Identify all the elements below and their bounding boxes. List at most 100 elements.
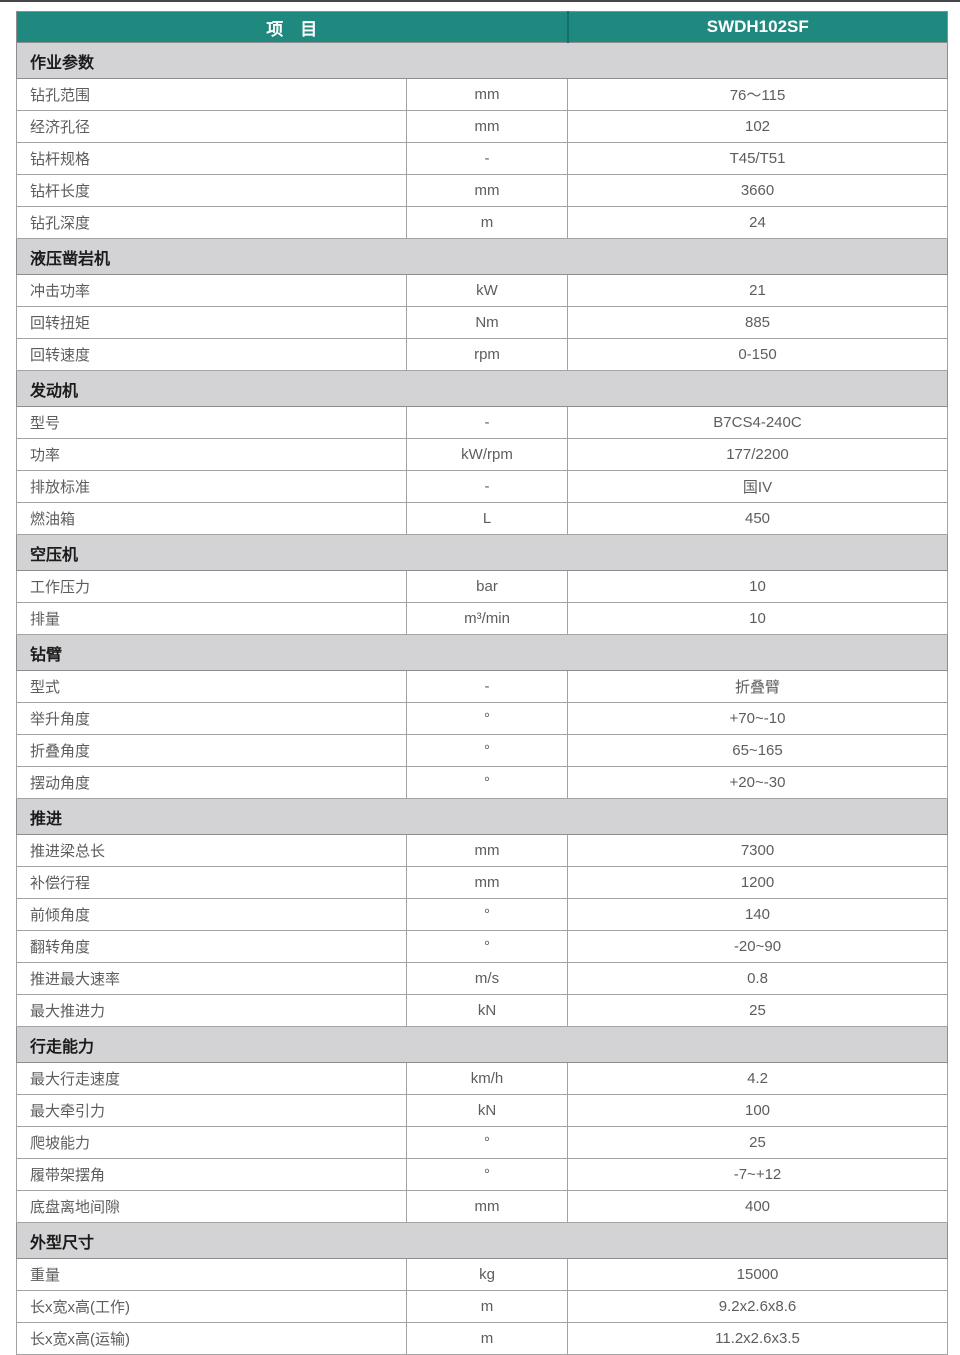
spec-value-cell: 10 <box>567 602 948 635</box>
spec-value-cell: -7~+12 <box>567 1158 948 1191</box>
spec-unit-cell: m <box>406 206 568 239</box>
spec-value-cell: 25 <box>567 994 948 1027</box>
section-row: 空压机 <box>16 534 948 571</box>
spec-name-cell: 工作压力 <box>16 570 407 603</box>
spec-row: 推进梁总长 mm 7300 <box>16 834 948 867</box>
spec-row: 长x宽x高(运输) m 11.2x2.6x3.5 <box>16 1322 948 1355</box>
spec-unit-cell: m³/min <box>406 602 568 635</box>
spec-name-cell: 型号 <box>16 406 407 439</box>
spec-row: 推进最大速率 m/s 0.8 <box>16 962 948 995</box>
spec-name-cell: 最大牵引力 <box>16 1094 407 1127</box>
spec-name-cell: 钻杆规格 <box>16 142 407 175</box>
spec-value-cell: +70~-10 <box>567 702 948 735</box>
spec-name-cell: 折叠角度 <box>16 734 407 767</box>
spec-unit-cell: kN <box>406 994 568 1027</box>
spec-name-cell: 型式 <box>16 670 407 703</box>
spec-unit-cell: kW <box>406 274 568 307</box>
spec-row: 排量 m³/min 10 <box>16 602 948 635</box>
spec-name-cell: 补偿行程 <box>16 866 407 899</box>
spec-value-cell: B7CS4-240C <box>567 406 948 439</box>
spec-unit-cell: km/h <box>406 1062 568 1095</box>
spec-row: 回转速度 rpm 0-150 <box>16 338 948 371</box>
spec-unit-cell: - <box>406 406 568 439</box>
section-row: 液压凿岩机 <box>16 238 948 275</box>
spec-value-cell: 国IV <box>567 470 948 503</box>
spec-value-cell: 24 <box>567 206 948 239</box>
spec-name-cell: 摆动角度 <box>16 766 407 799</box>
section-title: 作业参数 <box>16 42 948 79</box>
spec-unit-cell: ° <box>406 766 568 799</box>
spec-unit-cell: mm <box>406 174 568 207</box>
spec-unit-cell: L <box>406 502 568 535</box>
spec-table-body: 作业参数 钻孔范围 mm 76～115 经济孔径 mm 102 钻杆规格 - T45/T51 钻杆长… <box>16 42 948 1355</box>
section-title: 发动机 <box>16 370 948 407</box>
spec-value-cell: 0.8 <box>567 962 948 995</box>
spec-row: 最大牵引力 kN 100 <box>16 1094 948 1127</box>
spec-unit-cell: m <box>406 1290 568 1323</box>
spec-value-cell: 10 <box>567 570 948 603</box>
section-title: 液压凿岩机 <box>16 238 948 275</box>
spec-value-cell: 400 <box>567 1190 948 1223</box>
spec-value-cell: 21 <box>567 274 948 307</box>
table-header-model: SWDH102SF <box>566 11 948 43</box>
spec-row: 钻孔深度 m 24 <box>16 206 948 239</box>
spec-row: 燃油箱 L 450 <box>16 502 948 535</box>
spec-value-cell: 15000 <box>567 1258 948 1291</box>
spec-value-cell: 177/2200 <box>567 438 948 471</box>
section-title: 外型尺寸 <box>16 1222 948 1259</box>
spec-row: 翻转角度 ° -20~90 <box>16 930 948 963</box>
spec-name-cell: 最大行走速度 <box>16 1062 407 1095</box>
spec-unit-cell: mm <box>406 1190 568 1223</box>
spec-value-cell: 折叠臂 <box>567 670 948 703</box>
spec-row: 钻杆规格 - T45/T51 <box>16 142 948 175</box>
spec-value-cell: 76～115 <box>567 78 948 111</box>
spec-unit-cell: ° <box>406 1158 568 1191</box>
spec-row: 举升角度 ° +70~-10 <box>16 702 948 735</box>
spec-name-cell: 功率 <box>16 438 407 471</box>
spec-value-cell: 65~165 <box>567 734 948 767</box>
spec-name-cell: 钻杆长度 <box>16 174 407 207</box>
spec-name-cell: 爬坡能力 <box>16 1126 407 1159</box>
spec-name-cell: 翻转角度 <box>16 930 407 963</box>
spec-row: 长x宽x高(工作) m 9.2x2.6x8.6 <box>16 1290 948 1323</box>
section-row: 推进 <box>16 798 948 835</box>
top-edge-line <box>0 0 960 2</box>
spec-name-cell: 履带架摆角 <box>16 1158 407 1191</box>
section-title: 推进 <box>16 798 948 835</box>
spec-row: 补偿行程 mm 1200 <box>16 866 948 899</box>
spec-value-cell: 102 <box>567 110 948 143</box>
spec-name-cell: 举升角度 <box>16 702 407 735</box>
spec-unit-cell: - <box>406 470 568 503</box>
table-header-item: 项 目 <box>16 11 568 43</box>
spec-unit-cell: mm <box>406 110 568 143</box>
spec-name-cell: 钻孔深度 <box>16 206 407 239</box>
spec-row: 钻孔范围 mm 76～115 <box>16 78 948 111</box>
spec-value-cell: 100 <box>567 1094 948 1127</box>
spec-value-cell: 140 <box>567 898 948 931</box>
spec-value-cell: 450 <box>567 502 948 535</box>
spec-name-cell: 最大推进力 <box>16 994 407 1027</box>
spec-unit-cell: mm <box>406 866 568 899</box>
section-row: 行走能力 <box>16 1026 948 1063</box>
spec-row: 工作压力 bar 10 <box>16 570 948 603</box>
spec-value-cell: +20~-30 <box>567 766 948 799</box>
spec-unit-cell: kW/rpm <box>406 438 568 471</box>
spec-value-cell: 9.2x2.6x8.6 <box>567 1290 948 1323</box>
spec-row: 摆动角度 ° +20~-30 <box>16 766 948 799</box>
spec-row: 型式 - 折叠臂 <box>16 670 948 703</box>
spec-value-cell: 1200 <box>567 866 948 899</box>
spec-row: 冲击功率 kW 21 <box>16 274 948 307</box>
spec-name-cell: 长x宽x高(运输) <box>16 1322 407 1355</box>
spec-unit-cell: rpm <box>406 338 568 371</box>
spec-name-cell: 长x宽x高(工作) <box>16 1290 407 1323</box>
spec-row: 功率 kW/rpm 177/2200 <box>16 438 948 471</box>
spec-row: 经济孔径 mm 102 <box>16 110 948 143</box>
spec-value-cell: T45/T51 <box>567 142 948 175</box>
spec-row: 最大推进力 kN 25 <box>16 994 948 1027</box>
spec-value-cell: -20~90 <box>567 930 948 963</box>
section-row: 钻臂 <box>16 634 948 671</box>
spec-unit-cell: ° <box>406 734 568 767</box>
spec-unit-cell: ° <box>406 930 568 963</box>
spec-name-cell: 经济孔径 <box>16 110 407 143</box>
spec-name-cell: 底盘离地间隙 <box>16 1190 407 1223</box>
